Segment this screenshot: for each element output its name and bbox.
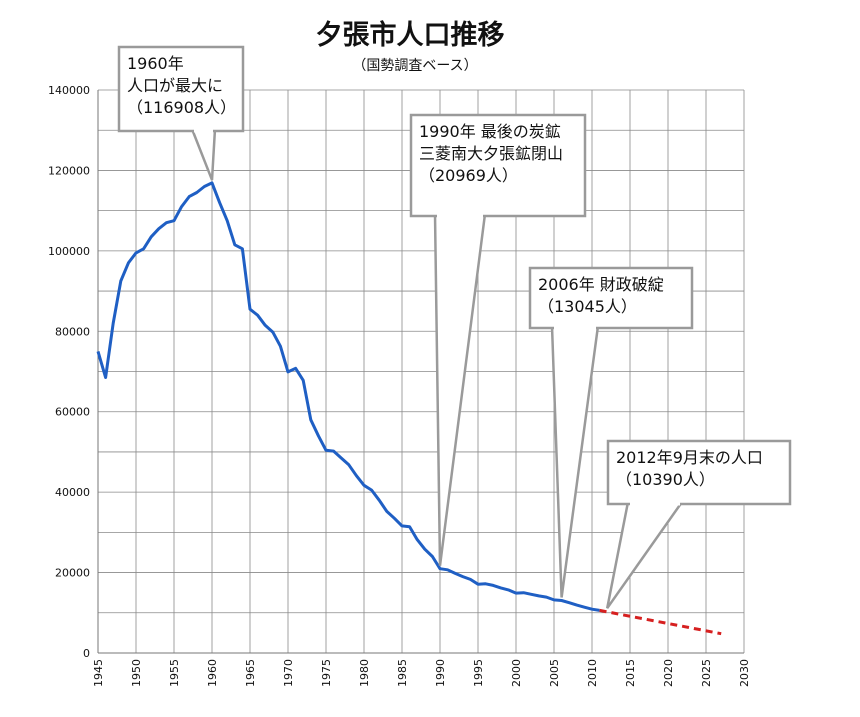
x-tick-label: 1945 xyxy=(92,659,105,687)
callout-text: 人口が最大に xyxy=(127,76,223,95)
callout-box xyxy=(409,113,587,218)
x-tick-label: 2025 xyxy=(700,659,713,687)
axis-layer: 0 20000 40000 60000 80000 100000 120000 140000 1… xyxy=(48,84,751,687)
y-tick-label: 0 xyxy=(83,647,90,660)
callout-text: （20969人） xyxy=(419,166,518,185)
x-tick-label: 1965 xyxy=(244,659,257,687)
x-tick-label: 2020 xyxy=(662,659,675,687)
x-tick-label: 1960 xyxy=(206,659,219,687)
callout-box xyxy=(528,266,694,330)
series-layer xyxy=(96,181,722,636)
callout-pointer xyxy=(550,324,600,598)
callout-box xyxy=(117,45,245,133)
x-tick-label: 2030 xyxy=(738,659,751,687)
callout-text: 2012年9月末の人口 xyxy=(616,448,763,467)
callout-text: 三菱南大夕張鉱閉山 xyxy=(419,144,563,163)
y-tick-label: 20000 xyxy=(55,567,90,580)
x-tick-label: 1985 xyxy=(396,659,409,687)
y-tick-label: 80000 xyxy=(55,325,90,338)
x-tick-label: 1980 xyxy=(358,659,371,687)
x-tick-label: 1970 xyxy=(282,659,295,687)
series-line-projection xyxy=(599,608,722,636)
callout-text: 1990年 最後の炭鉱 xyxy=(419,122,561,141)
callout-box xyxy=(606,439,792,506)
y-tick-label: 140000 xyxy=(48,84,90,97)
callout-text: 2006年 財政破綻 xyxy=(538,275,664,294)
series-line-actual xyxy=(96,181,600,612)
x-tick-label: 1975 xyxy=(320,659,333,687)
callout-pointer xyxy=(605,500,685,609)
x-tick-label: 2000 xyxy=(510,659,523,687)
callout-text: 1960年 xyxy=(127,54,184,73)
x-tick-label: 2015 xyxy=(624,659,637,687)
y-tick-label: 100000 xyxy=(48,245,90,258)
y-tick-label: 120000 xyxy=(48,164,90,177)
callout-text: （10390人） xyxy=(616,470,715,489)
callout-pointer xyxy=(433,212,487,566)
callout-pointer xyxy=(190,127,217,181)
y-tick-label: 60000 xyxy=(55,406,90,419)
x-tick-label: 2010 xyxy=(586,659,599,687)
chart-title: 夕張市人口推移 xyxy=(316,19,505,51)
callout-text: （13045人） xyxy=(538,297,637,316)
y-tick-label: 40000 xyxy=(55,486,90,499)
x-tick-label: 1995 xyxy=(472,659,485,687)
x-tick-label: 1955 xyxy=(168,659,181,687)
callout-text: （116908人） xyxy=(127,98,236,117)
x-tick-label: 1990 xyxy=(434,659,447,687)
x-tick-label: 2005 xyxy=(548,659,561,687)
x-tick-label: 1950 xyxy=(130,659,143,687)
callout: 2006年 財政破綻 （13045人） xyxy=(528,266,694,598)
callout: 2012年9月末の人口 （10390人） xyxy=(605,439,792,609)
chart-subtitle: （国勢調査ベース） xyxy=(352,58,477,74)
